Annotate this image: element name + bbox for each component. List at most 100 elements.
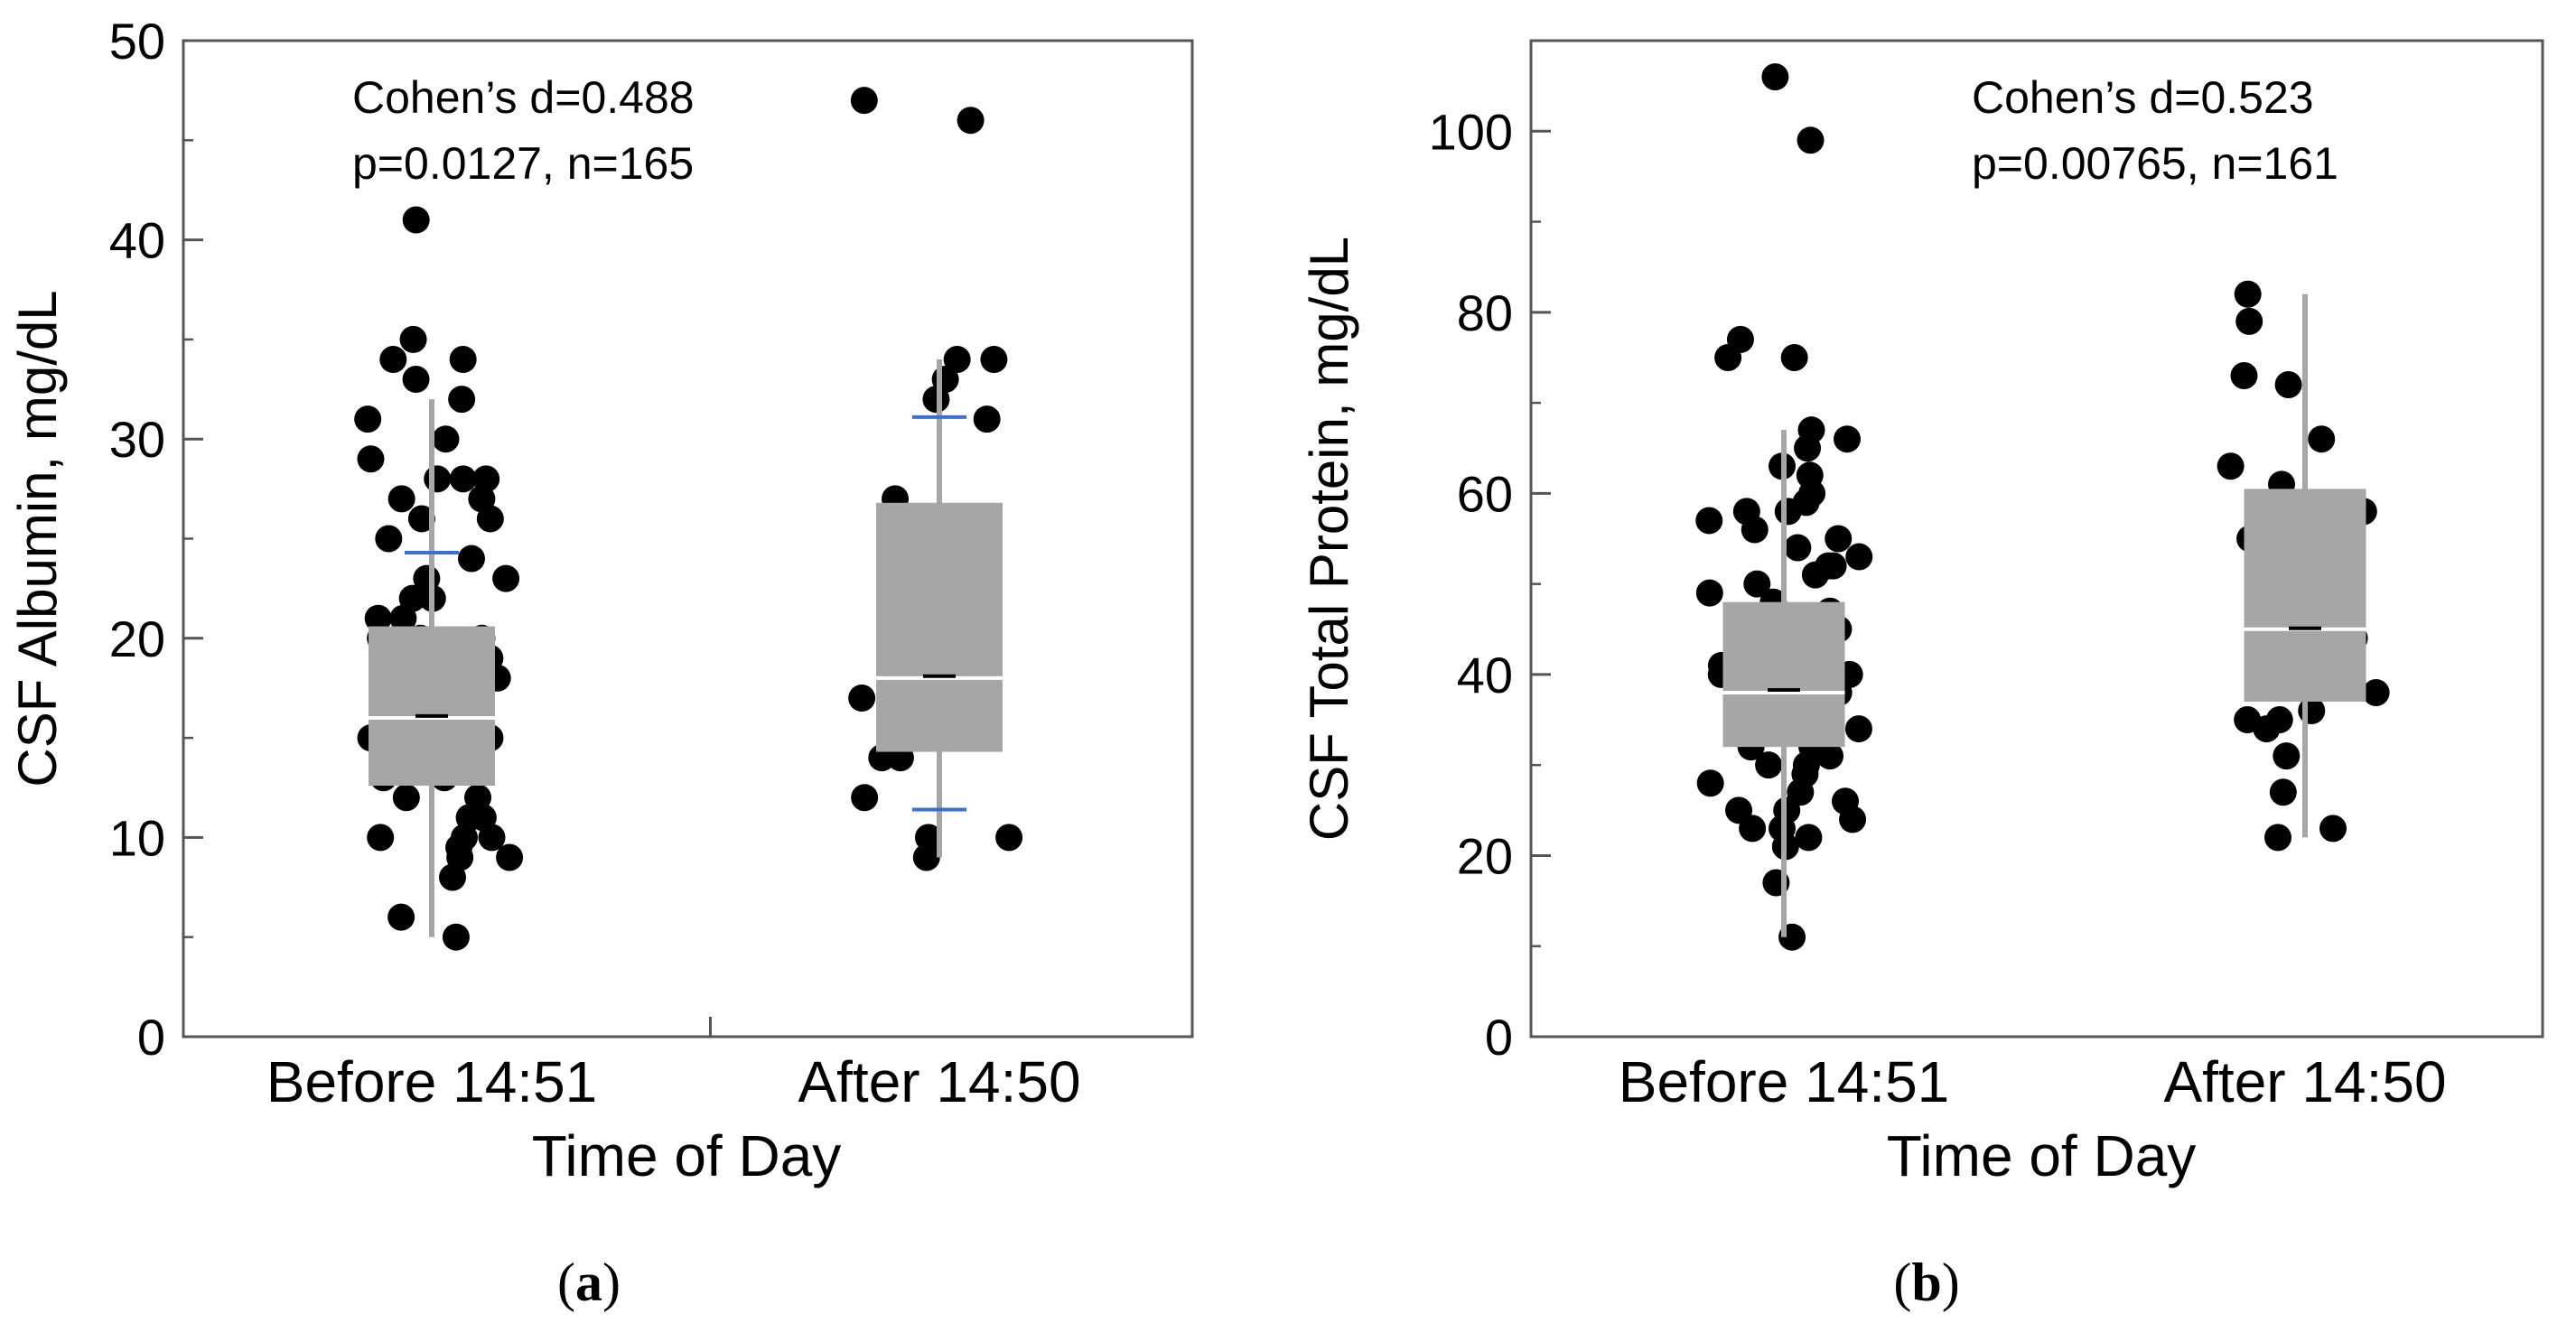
panel-a: 0 10 20 30 40 50 Before 14:51 After 14:50 Cohen… xyxy=(7,13,1194,1312)
data-point xyxy=(851,784,879,812)
data-point xyxy=(1845,543,1873,571)
data-point xyxy=(2265,706,2293,734)
y-tick-label: 40 xyxy=(1457,647,1513,703)
data-point xyxy=(1761,63,1789,91)
data-point xyxy=(2362,678,2390,706)
data-point xyxy=(432,425,460,453)
data-point xyxy=(402,206,430,234)
data-point xyxy=(354,405,382,433)
data-point xyxy=(1780,343,1808,371)
data-point xyxy=(850,87,878,115)
data-point xyxy=(973,405,1001,433)
y-tick-label: 10 xyxy=(109,809,165,866)
data-point xyxy=(912,843,940,871)
plot-frame xyxy=(1529,39,2544,1039)
stats-annotation: Cohen’s d=0.523 xyxy=(1972,72,2314,123)
data-point xyxy=(449,345,477,373)
data-point xyxy=(1732,498,1760,526)
data-point xyxy=(424,465,452,493)
y-tick-label: 0 xyxy=(137,1009,165,1066)
data-point xyxy=(1696,769,1724,797)
data-point xyxy=(2235,307,2263,335)
data-point xyxy=(1726,325,1754,353)
data-point xyxy=(1815,552,1843,580)
data-point xyxy=(1725,796,1753,824)
data-point xyxy=(442,923,470,951)
data-point xyxy=(2217,452,2245,480)
data-point xyxy=(2230,362,2258,390)
data-point xyxy=(2263,824,2291,852)
data-point xyxy=(2234,706,2262,734)
data-point xyxy=(1795,824,1823,852)
data-point xyxy=(2308,425,2336,453)
data-point xyxy=(364,604,392,632)
data-point xyxy=(398,584,426,612)
iqr-box xyxy=(2244,489,2366,702)
y-tick-label: 30 xyxy=(109,411,165,468)
data-point xyxy=(848,684,876,712)
x-category-label: Before 14:51 xyxy=(1619,1049,1950,1114)
x-axis-label: Time of Day xyxy=(532,1123,842,1188)
panel-label: (a) xyxy=(557,1253,621,1312)
x-category-label: After 14:50 xyxy=(2163,1049,2446,1114)
x-category-label: After 14:50 xyxy=(798,1049,1080,1114)
data-point xyxy=(1832,787,1860,815)
y-tick-label: 50 xyxy=(109,13,165,70)
stats-annotation: p=0.0127, n=165 xyxy=(352,138,694,189)
data-point xyxy=(2273,742,2301,770)
data-point xyxy=(402,366,430,394)
data-point xyxy=(448,386,476,414)
data-point xyxy=(496,843,524,871)
data-point xyxy=(1743,570,1771,598)
data-point xyxy=(2234,280,2262,308)
y-tick-label: 100 xyxy=(1429,103,1513,160)
x-category-label: Before 14:51 xyxy=(266,1049,598,1114)
stats-annotation: p=0.00765, n=161 xyxy=(1972,138,2338,189)
data-point xyxy=(458,545,486,573)
data-point xyxy=(464,784,492,812)
data-point xyxy=(1695,507,1723,535)
data-point xyxy=(1825,525,1853,553)
data-point xyxy=(387,485,415,513)
iqr-box xyxy=(1722,601,1845,748)
y-tick-label: 60 xyxy=(1457,465,1513,522)
data-point xyxy=(914,824,942,852)
y-axis-label: CSF Albumin, mg/dL xyxy=(7,290,68,787)
y-tick-label: 0 xyxy=(1485,1009,1513,1066)
data-point xyxy=(1844,715,1872,743)
data-point xyxy=(375,525,403,553)
plot-frame xyxy=(182,39,1194,1039)
data-point xyxy=(472,465,500,493)
data-point xyxy=(492,564,520,592)
data-point xyxy=(379,345,407,373)
data-point xyxy=(407,505,435,533)
data-point xyxy=(2269,778,2297,806)
data-point xyxy=(1796,461,1824,489)
y-tick-label: 20 xyxy=(109,610,165,667)
data-point xyxy=(2274,371,2302,399)
stats-annotation: Cohen’s d=0.488 xyxy=(352,72,695,123)
data-point xyxy=(357,445,385,473)
data-point xyxy=(943,345,971,373)
x-axis-label: Time of Day xyxy=(1887,1123,2197,1188)
panel-b: 0 20 40 60 80 100 Before 14:51 After 14:50 Cohe… xyxy=(1299,39,2544,1312)
data-point xyxy=(399,325,427,353)
data-point xyxy=(995,824,1023,852)
y-tick-label: 40 xyxy=(109,212,165,269)
data-point xyxy=(449,465,477,493)
data-point xyxy=(1797,416,1825,444)
data-point xyxy=(1784,534,1812,562)
data-point xyxy=(1834,425,1862,453)
data-point xyxy=(413,564,441,592)
data-point xyxy=(2319,815,2347,843)
data-point xyxy=(387,903,415,931)
data-point xyxy=(1695,579,1723,607)
y-tick-label: 20 xyxy=(1457,827,1513,884)
data-point xyxy=(1797,126,1825,154)
data-point xyxy=(367,824,395,852)
data-point xyxy=(1755,751,1783,779)
data-point xyxy=(392,784,420,812)
data-point xyxy=(980,345,1008,373)
data-point xyxy=(957,107,985,135)
